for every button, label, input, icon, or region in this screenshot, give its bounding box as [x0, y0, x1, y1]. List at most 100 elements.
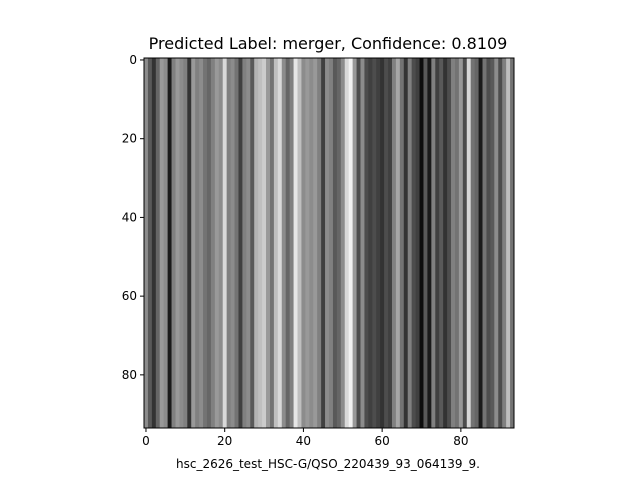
- image-column: [179, 58, 184, 428]
- image-column: [171, 58, 176, 428]
- image-column: [254, 58, 259, 428]
- image-column: [403, 58, 409, 428]
- image-column: [376, 58, 381, 428]
- image-column: [285, 58, 291, 428]
- image-column: [325, 58, 330, 428]
- y-tick-label: 0: [129, 53, 137, 67]
- image-column: [439, 58, 444, 428]
- image-column: [226, 58, 231, 428]
- image-column: [218, 58, 224, 428]
- image-column: [313, 58, 318, 428]
- image-column: [462, 58, 468, 428]
- image-column: [269, 58, 275, 428]
- image-column: [175, 58, 180, 428]
- image-column: [144, 58, 149, 428]
- image-column: [506, 58, 511, 428]
- image-column: [372, 58, 377, 428]
- image-column: [340, 58, 346, 428]
- image-column: [309, 58, 314, 428]
- x-axis: 0 20 40 60 80: [142, 428, 469, 448]
- image-column: [281, 58, 287, 428]
- image-column: [348, 58, 354, 428]
- image-column: [301, 58, 306, 428]
- image-column: [147, 58, 153, 428]
- image-column: [277, 58, 283, 428]
- image-column: [490, 58, 495, 428]
- image-column: [427, 58, 432, 428]
- image-column: [266, 58, 271, 428]
- image-column: [486, 58, 491, 428]
- image-column: [262, 58, 267, 428]
- image-column: [498, 58, 503, 428]
- image-column: [317, 58, 322, 428]
- image-column: [289, 58, 294, 428]
- image-column: [195, 58, 200, 428]
- image-column: [238, 58, 243, 428]
- image-column: [242, 58, 247, 428]
- image-column: [332, 58, 338, 428]
- image-column: [364, 58, 369, 428]
- x-tick-label: 40: [296, 434, 311, 448]
- image-column: [352, 58, 357, 428]
- image-column: [199, 58, 204, 428]
- image-column: [159, 58, 165, 428]
- image-column: [391, 58, 397, 428]
- image-column: [214, 58, 220, 428]
- image-column: [435, 58, 440, 428]
- plot-frame: [143, 57, 515, 429]
- image-column: [230, 58, 235, 428]
- image-column: [399, 58, 405, 428]
- image-column: [415, 58, 420, 428]
- image-column: [510, 58, 515, 428]
- image-column: [431, 58, 436, 428]
- image-column: [388, 58, 393, 428]
- image-column: [163, 58, 169, 428]
- image-column: [234, 58, 239, 428]
- image-column: [167, 58, 172, 428]
- image-column: [321, 58, 326, 428]
- image-column: [356, 58, 361, 428]
- image-column: [494, 58, 499, 428]
- image-column: [329, 58, 334, 428]
- x-tick-label: 80: [453, 434, 468, 448]
- image-column: [458, 58, 464, 428]
- image-column: [451, 58, 456, 428]
- image-column: [447, 58, 452, 428]
- image-column: [151, 58, 157, 428]
- x-tick-label: 60: [374, 434, 389, 448]
- image-column: [183, 58, 188, 428]
- image-column: [206, 58, 212, 428]
- image-column: [395, 58, 401, 428]
- image-column: [187, 58, 192, 428]
- image-column: [384, 58, 389, 428]
- image-column: [250, 58, 255, 428]
- y-tick-label: 40: [122, 210, 137, 224]
- image-column: [344, 58, 350, 428]
- x-axis-label: hsc_2626_test_HSC-G/QSO_220439_93_064139…: [176, 457, 480, 471]
- image-column: [293, 58, 298, 428]
- image-column: [258, 58, 263, 428]
- image-column: [336, 58, 342, 428]
- image-grid: [144, 58, 515, 428]
- x-tick-label: 0: [142, 434, 150, 448]
- image-column: [246, 58, 251, 428]
- image-column: [273, 58, 279, 428]
- image-column: [478, 58, 483, 428]
- y-tick-label: 80: [122, 368, 137, 382]
- image-column: [360, 58, 365, 428]
- image-column: [454, 58, 460, 428]
- y-tick-label: 20: [122, 132, 137, 146]
- image-column: [368, 58, 373, 428]
- image-column: [470, 58, 476, 428]
- image-column: [443, 58, 448, 428]
- x-tick-label: 20: [217, 434, 232, 448]
- y-tick-label: 60: [122, 289, 137, 303]
- image-column: [203, 58, 208, 428]
- image-column: [155, 58, 161, 428]
- image-column: [222, 58, 228, 428]
- image-column: [411, 58, 416, 428]
- image-column: [297, 58, 302, 428]
- image-column: [482, 58, 487, 428]
- image-column: [380, 58, 385, 428]
